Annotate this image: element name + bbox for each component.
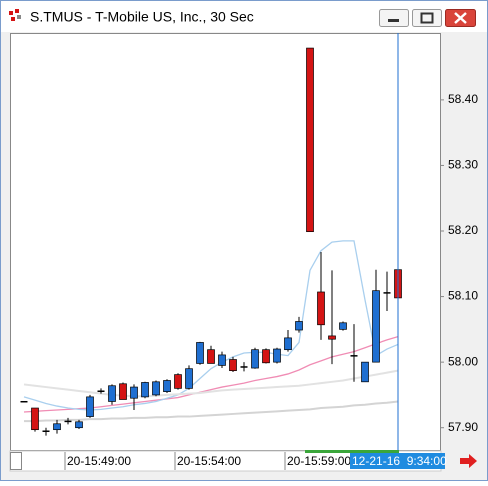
- candle-body: [251, 349, 259, 369]
- candle-body: [218, 354, 226, 366]
- minimize-button[interactable]: [379, 9, 409, 27]
- candle-body: [75, 421, 83, 429]
- y-tick-label: 58.40: [448, 92, 478, 106]
- candle-body: [317, 291, 325, 326]
- candle-body: [130, 386, 138, 399]
- candle-body: [174, 374, 182, 389]
- cursor-label-box: [350, 453, 445, 469]
- plot: [20, 47, 402, 436]
- candle-doji: [383, 292, 391, 294]
- candle-body: [306, 47, 314, 233]
- scroll-right-arrow[interactable]: [460, 454, 477, 468]
- candle-body: [328, 335, 336, 340]
- candle-doji: [350, 355, 358, 357]
- y-tick-label: 58.00: [448, 354, 478, 368]
- candle-body: [273, 348, 281, 363]
- candle-body: [262, 349, 270, 364]
- candle-body: [295, 321, 303, 331]
- candle-body: [185, 368, 193, 389]
- x-tick-label: 20-15:54:00: [177, 454, 241, 468]
- window-title: S.TMUS - T-Mobile US, Inc., 30 Sec: [30, 9, 254, 25]
- indicator-line: [23, 369, 399, 398]
- close-button[interactable]: [445, 9, 476, 27]
- candle-doji: [240, 366, 248, 368]
- y-tick-label: 58.10: [448, 289, 478, 303]
- y-tick-label: 57.90: [448, 420, 478, 434]
- candle-body: [31, 407, 39, 431]
- candle-body: [196, 342, 204, 364]
- scroll-box[interactable]: [10, 452, 22, 470]
- y-tick-label: 58.20: [448, 223, 478, 237]
- candle-body: [86, 396, 94, 417]
- candle-body: [119, 383, 127, 400]
- candle-doji: [97, 390, 105, 392]
- indicator-line: [24, 400, 399, 423]
- candle-body: [284, 337, 292, 351]
- cursor-label: 12-21-16 9:34:00: [352, 454, 447, 468]
- candle-body: [372, 290, 380, 363]
- candle-body: [361, 361, 369, 383]
- x-tick-label: 20-15:49:00: [67, 454, 131, 468]
- plot-area: [10, 33, 441, 451]
- candle-body: [152, 381, 160, 396]
- maximize-button[interactable]: [412, 9, 442, 27]
- y-tick-label: 58.30: [448, 158, 478, 172]
- candle-body: [229, 359, 237, 372]
- candle-doji: [64, 420, 72, 423]
- candle-body: [53, 423, 61, 431]
- candle-body: [108, 385, 116, 402]
- candle-body: [339, 322, 347, 330]
- candle-body: [141, 382, 149, 398]
- candle-body: [207, 349, 215, 364]
- selection-bar: [305, 450, 399, 453]
- candle-doji: [20, 400, 28, 403]
- x-tick-label: 20-15:59:00: [287, 454, 351, 468]
- candle-doji: [42, 430, 50, 432]
- candle-body: [163, 380, 171, 392]
- app-icon: [9, 9, 21, 21]
